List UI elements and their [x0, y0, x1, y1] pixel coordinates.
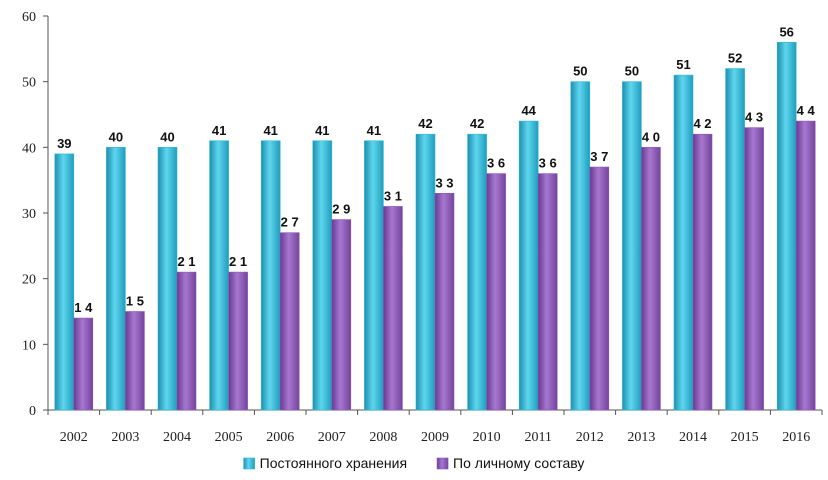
data-label-series-2-2014: 4 2 [693, 116, 711, 131]
legend-item-2: По личному составу [436, 455, 584, 471]
data-label-series-1-2009: 42 [418, 116, 432, 131]
data-label-series-1-2006: 41 [263, 123, 277, 138]
data-label-series-1-2005: 41 [212, 123, 226, 138]
data-label-series-2-2004: 2 1 [177, 254, 195, 269]
data-label-series-2-2009: 3 3 [435, 175, 453, 190]
bar-series-1-2005 [209, 140, 229, 411]
x-tick-label: 2010 [473, 430, 501, 445]
bar-series-2-2013 [641, 147, 661, 411]
data-label-series-2-2003: 1 5 [126, 294, 144, 309]
data-label-series-1-2015: 52 [728, 51, 742, 66]
bar-series-2-2007 [331, 219, 352, 411]
x-tick-label: 2009 [421, 430, 449, 445]
x-tick-label: 2003 [111, 430, 139, 445]
legend-swatch [243, 457, 255, 470]
y-tick-label: 30 [22, 207, 36, 222]
bar-series-2-2010 [486, 173, 506, 411]
data-label-series-1-2002: 39 [57, 136, 71, 151]
bar-series-2-2009 [434, 193, 455, 411]
y-tick-label: 50 [22, 76, 36, 91]
x-tick-label: 2005 [215, 430, 243, 445]
bar-series-2-2014 [692, 133, 713, 411]
x-tick-label: 2014 [679, 430, 707, 445]
bar-series-1-2006 [260, 140, 281, 411]
data-label-series-2-2012: 3 7 [590, 149, 608, 164]
y-tick-label: 0 [29, 404, 36, 419]
y-tick-label: 40 [22, 141, 36, 156]
data-label-series-1-2007: 41 [315, 123, 329, 138]
bar-series-1-2015 [725, 68, 745, 411]
data-label-series-2-2016: 4 4 [797, 103, 816, 118]
bar-series-2-2008 [383, 206, 403, 411]
y-tick-label: 10 [22, 338, 36, 353]
x-tick-label: 2002 [60, 430, 88, 445]
data-label-series-1-2014: 51 [676, 57, 690, 72]
legend-label: Постоянного хранения [260, 455, 407, 471]
data-label-series-2-2008: 3 1 [384, 188, 402, 203]
x-tick-label: 2006 [266, 430, 294, 445]
bar-series-2-2004 [176, 271, 197, 411]
data-label-series-1-2003: 40 [109, 129, 123, 144]
bar-series-2-2015 [744, 127, 764, 411]
data-label-series-1-2008: 41 [367, 123, 381, 138]
legend-item-1: Постоянного хранения [243, 455, 407, 471]
chart-bars [54, 41, 816, 411]
data-label-series-1-2010: 42 [470, 116, 484, 131]
x-tick-label: 2011 [524, 430, 551, 445]
y-tick-label: 20 [22, 273, 36, 288]
data-label-series-1-2012: 50 [573, 64, 587, 79]
bar-series-2-2005 [228, 271, 248, 411]
x-tick-label: 2016 [782, 430, 810, 445]
x-tick-label: 2004 [163, 430, 191, 445]
bar-series-1-2007 [312, 140, 333, 411]
bar-series-1-2010 [467, 133, 487, 411]
x-tick-label: 2012 [576, 430, 604, 445]
bar-series-2-2003 [125, 311, 145, 411]
bar-series-2-2011 [537, 173, 558, 411]
data-label-series-1-2004: 40 [160, 129, 174, 144]
bar-series-1-2008 [364, 140, 384, 411]
data-label-series-2-2010: 3 6 [487, 156, 505, 171]
data-label-series-1-2016: 56 [779, 24, 793, 39]
bar-series-2-2012 [589, 166, 610, 411]
data-label-series-2-2005: 2 1 [229, 254, 247, 269]
data-label-series-2-2013: 4 0 [642, 129, 660, 144]
bar-series-1-2012 [570, 81, 591, 411]
chart-axes: 0 10 20 30 40 50 60 2002 2003 2004 2005 2006 2007 200… [22, 10, 823, 445]
bar-series-2-2006 [279, 232, 300, 411]
chart-legend: Постоянного хранения По личному составу [243, 455, 584, 471]
bar-series-1-2003 [106, 147, 126, 411]
bar-series-1-2014 [673, 74, 694, 411]
bar-series-1-2002 [54, 153, 75, 411]
data-label-series-2-2006: 2 7 [281, 215, 299, 230]
legend-swatch [436, 457, 449, 470]
data-label-series-1-2013: 50 [625, 64, 639, 79]
legend-label: По личному составу [453, 455, 584, 471]
bar-series-1-2016 [776, 41, 797, 411]
chart-data-labels: 39 40 40 41 41 41 41 42 42 44 50 50 51 52 56 1 4 1 5 2 1 2… [57, 24, 815, 315]
x-tick-label: 2015 [731, 430, 759, 445]
data-label-series-2-2007: 2 9 [332, 202, 350, 217]
data-label-series-2-2011: 3 6 [539, 156, 557, 171]
bar-series-1-2011 [518, 120, 539, 411]
x-tick-label: 2008 [369, 430, 397, 445]
data-label-series-2-2015: 4 3 [745, 110, 763, 125]
bar-series-2-2016 [795, 120, 816, 411]
bar-series-1-2013 [622, 81, 642, 411]
bar-series-2-2002 [73, 317, 94, 411]
y-tick-label: 60 [22, 10, 36, 25]
bar-series-1-2009 [415, 133, 436, 411]
x-tick-label: 2007 [318, 430, 346, 445]
bar-series-1-2004 [157, 147, 178, 411]
data-label-series-1-2011: 44 [521, 103, 536, 118]
data-label-series-2-2002: 1 4 [74, 300, 93, 315]
x-tick-label: 2013 [627, 430, 655, 445]
